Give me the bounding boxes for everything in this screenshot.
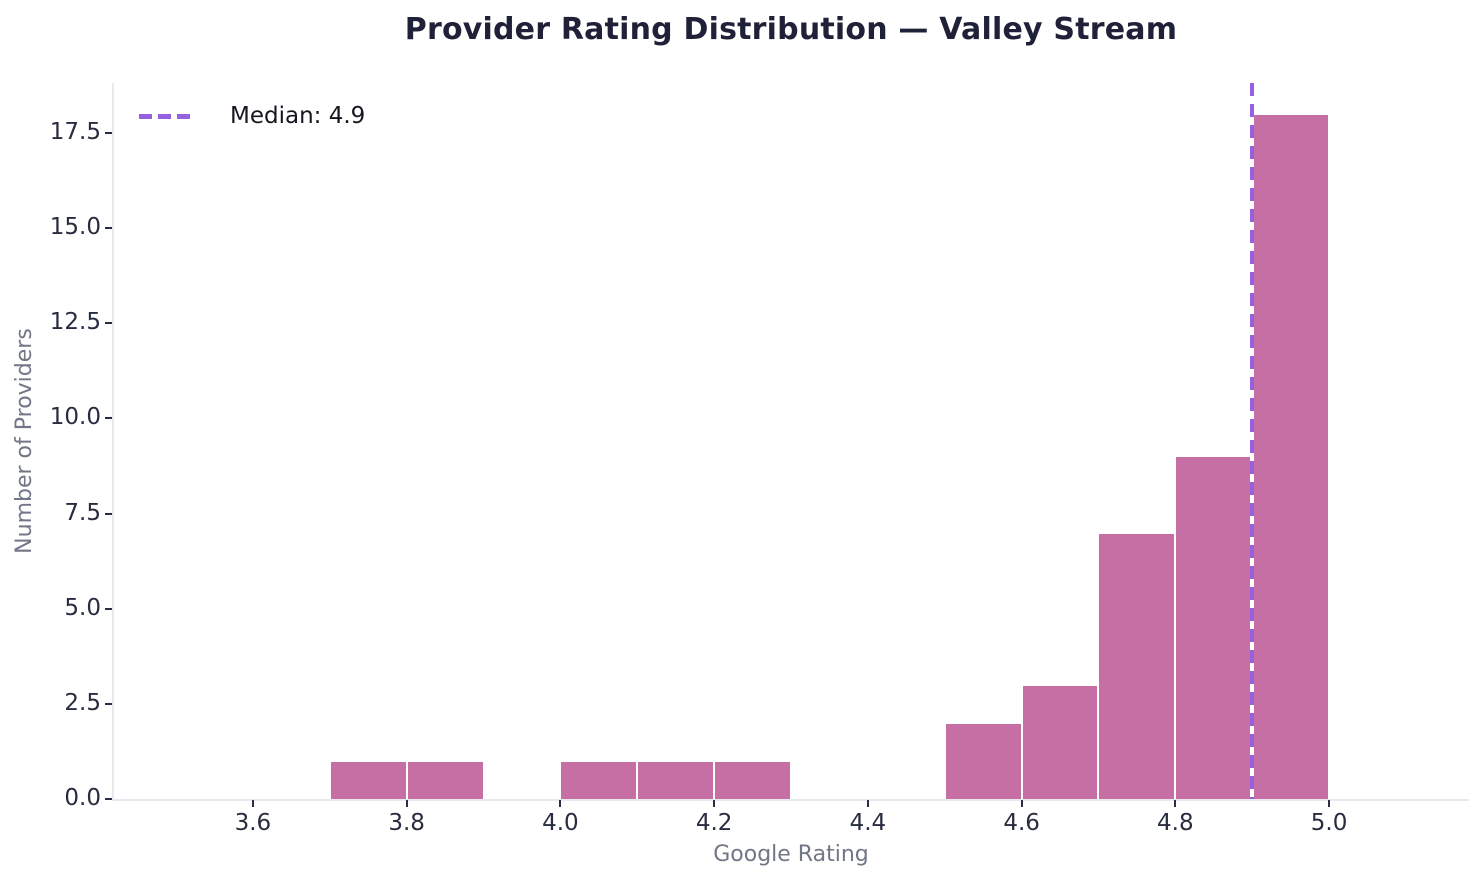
histogram-bar <box>944 722 1022 799</box>
legend: Median: 4.9 <box>139 103 365 129</box>
y-tick-mark <box>105 417 112 420</box>
chart-title: Provider Rating Distribution — Valley St… <box>404 12 1178 47</box>
y-tick-mark <box>105 702 112 705</box>
y-tick-label: 2.5 <box>64 689 101 716</box>
x-tick-mark <box>405 800 408 807</box>
y-tick-label: 12.5 <box>49 309 101 336</box>
histogram-bar <box>329 760 407 799</box>
y-tick-label: 5.0 <box>64 594 101 621</box>
y-tick-mark <box>105 131 112 134</box>
x-tick-mark <box>866 800 869 807</box>
x-tick-mark <box>1328 800 1331 807</box>
x-tick-mark <box>713 800 716 807</box>
x-axis-label: Google Rating <box>713 842 869 867</box>
y-tick-label: 0.0 <box>64 785 101 811</box>
plot-area: Median: 4.9 <box>112 83 1469 801</box>
x-tick-mark <box>559 800 562 807</box>
y-tick-mark <box>105 798 112 800</box>
histogram-bar <box>1175 456 1253 799</box>
x-tick-mark <box>1020 800 1023 807</box>
y-axis-spine <box>112 83 114 799</box>
x-tick-label: 3.6 <box>234 810 272 836</box>
x-tick-label: 4.4 <box>849 810 887 836</box>
y-axis-label: Number of Providers <box>12 328 37 554</box>
median-line <box>1250 83 1255 799</box>
y-tick-label: 10.0 <box>49 404 101 431</box>
x-tick-mark <box>1174 800 1177 807</box>
y-tick-label: 15.0 <box>49 214 101 241</box>
legend-label: Median: 4.9 <box>230 103 366 129</box>
x-tick-label: 4.6 <box>1003 810 1040 836</box>
median-line-legend-swatch <box>139 113 190 119</box>
histogram-bar <box>1021 684 1099 799</box>
x-tick-label: 4.2 <box>695 810 733 836</box>
x-axis-spine <box>112 799 1469 801</box>
x-tick-label: 3.8 <box>388 810 425 836</box>
x-tick-mark <box>251 800 254 807</box>
x-tick-label: 5.0 <box>1310 810 1348 836</box>
y-tick-label: 17.5 <box>49 118 101 145</box>
histogram-bar <box>560 760 638 799</box>
histogram-bar <box>406 760 484 799</box>
y-tick-mark <box>105 322 112 325</box>
y-tick-mark <box>105 512 112 515</box>
x-tick-label: 4.8 <box>1157 810 1194 836</box>
x-tick-label: 4.0 <box>542 810 579 836</box>
y-tick-mark <box>105 227 112 230</box>
histogram-bar <box>714 760 791 799</box>
histogram-bar <box>1098 532 1176 799</box>
histogram-bar <box>637 760 715 799</box>
y-tick-mark <box>105 607 112 610</box>
histogram-bar <box>1252 113 1330 799</box>
y-tick-label: 7.5 <box>64 499 101 526</box>
